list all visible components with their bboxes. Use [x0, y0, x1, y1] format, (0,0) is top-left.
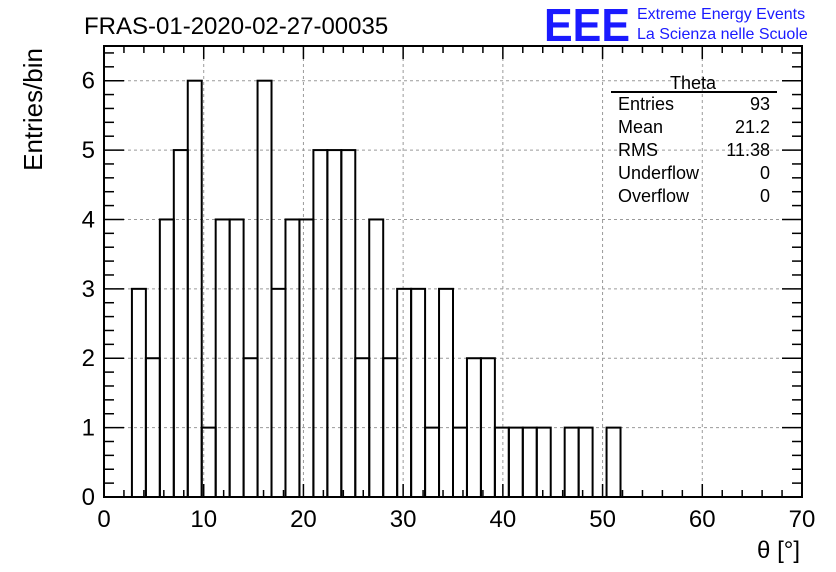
x-axis-label: θ [°] — [757, 537, 800, 564]
histogram-bin — [130, 287, 147, 498]
stats-row-value: 0 — [760, 186, 770, 206]
histogram-bin — [270, 287, 287, 498]
stats-row-label: Overflow — [618, 186, 690, 206]
x-tick-label: 60 — [689, 506, 716, 533]
stats-box: Theta Entries 93 Mean 21.2 RMS 11.38 Underflow… — [611, 73, 777, 206]
stats-row-label: Mean — [618, 117, 663, 137]
stats-row-value: 11.38 — [726, 140, 770, 160]
stats-row-label: Entries — [618, 94, 674, 114]
histogram-bin — [563, 426, 580, 498]
histogram-bin — [493, 426, 510, 498]
histogram-bin — [326, 149, 343, 498]
y-tick-label: 3 — [82, 276, 95, 303]
histogram-bin — [438, 287, 455, 498]
stats-row-value: 0 — [760, 163, 770, 183]
logo-line-1: Extreme Energy Events — [637, 6, 805, 23]
eee-logo: EEE Extreme Energy Events La Scienza nel… — [544, 0, 808, 51]
y-tick-label: 1 — [82, 415, 95, 442]
logo-line-2: La Scienza nelle Scuole — [637, 26, 808, 43]
histogram-bin — [396, 287, 413, 498]
histogram-bin — [410, 287, 427, 498]
stats-rows: Entries 93 Mean 21.2 RMS 11.38 Underflow 0 Overf… — [618, 94, 770, 206]
histogram-bin — [298, 218, 315, 498]
plot-frame — [103, 45, 803, 498]
histogram-bin — [312, 149, 329, 498]
y-tick-label: 0 — [82, 484, 95, 511]
histogram-bin — [382, 357, 399, 498]
histogram-bin — [521, 426, 538, 498]
histogram-bin — [424, 426, 441, 498]
y-tick-label: 6 — [82, 68, 95, 95]
histogram-bin — [535, 426, 552, 498]
histogram-bin — [452, 426, 468, 498]
stats-row-value: 21.2 — [735, 117, 770, 137]
histogram-bin — [256, 79, 273, 498]
x-tick-label: 20 — [290, 506, 317, 533]
histogram-bin — [214, 218, 231, 498]
y-tick-label: 5 — [82, 137, 95, 164]
histogram-bin — [507, 426, 524, 498]
y-tick-label: 4 — [82, 206, 95, 233]
x-tick-label: 40 — [490, 506, 517, 533]
stats-title: Theta — [670, 73, 717, 93]
x-tick-label: 30 — [390, 506, 417, 533]
stats-row-label: Underflow — [618, 163, 700, 183]
stats-row-value: 93 — [750, 94, 770, 114]
x-tick-label: 10 — [190, 506, 217, 533]
axes-layer: 0 10 20 30 40 50 60 70 0 1 2 3 4 5 6 — [82, 45, 816, 533]
histogram-bin — [577, 426, 594, 498]
y-axis-label: Entries/bin — [18, 48, 48, 171]
histogram-bin — [172, 149, 189, 498]
x-tick-label: 0 — [97, 506, 110, 533]
stats-row-label: RMS — [618, 140, 658, 160]
x-tick-label: 50 — [589, 506, 616, 533]
histogram-bin — [605, 426, 622, 498]
x-tick-label: 70 — [789, 506, 816, 533]
histogram-bin — [340, 149, 357, 498]
y-tick-label: 2 — [82, 345, 95, 372]
eee-logo-mark: EEE — [544, 0, 630, 51]
chart-title: FRAS-01-2020-02-27-00035 — [84, 13, 388, 40]
